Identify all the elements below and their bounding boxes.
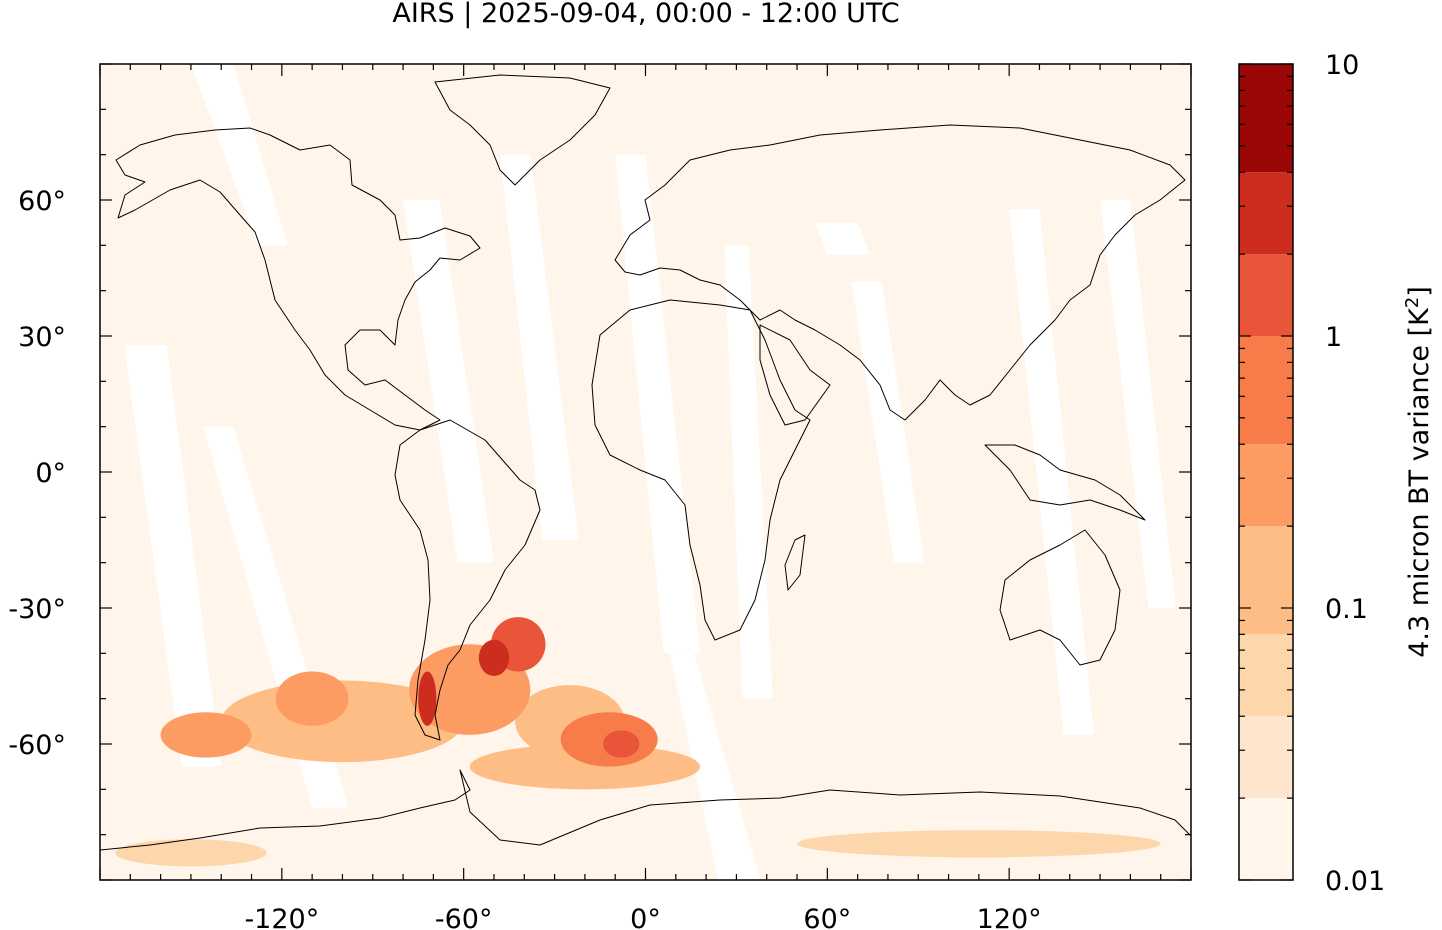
lat-tick-label: -60° xyxy=(8,730,66,761)
longitude-tick-labels: -120° -60° 0° 60° 120° xyxy=(244,904,1041,930)
variance-blob-11 xyxy=(418,671,437,726)
coastline-madagascar xyxy=(784,534,806,591)
colorbar-tick-label: 0.01 xyxy=(1325,866,1385,897)
colorbar-bin-8 xyxy=(1239,64,1293,173)
coastlines xyxy=(100,74,1191,851)
colorbar-label-superscript: 2 xyxy=(1402,297,1423,308)
coastline-south-america xyxy=(394,419,541,741)
swath-gap-1 xyxy=(124,345,222,767)
swath-gap-7 xyxy=(669,653,761,880)
colorbar-bin-2 xyxy=(1239,634,1293,717)
lat-tick-label: 30° xyxy=(18,322,66,353)
swath-gap-9 xyxy=(851,281,925,563)
colorbar: 10 1 0.1 0.01 4.3 micron BT variance [K2] xyxy=(1238,50,1436,897)
swath-gap-5 xyxy=(615,154,701,654)
swath-gap-6 xyxy=(724,245,773,699)
variance-blob-0 xyxy=(797,830,1161,858)
lon-tick-label: 60° xyxy=(803,904,851,930)
coastline-eurasia xyxy=(614,124,1186,421)
swath-gap-10 xyxy=(1009,209,1095,735)
lat-tick-label: -30° xyxy=(8,594,66,625)
map-ticks xyxy=(99,63,1192,881)
colorbar-bin-3 xyxy=(1239,526,1293,635)
lon-tick-label: 120° xyxy=(977,904,1042,930)
colorbar-tick-label: 10 xyxy=(1325,50,1359,81)
colorbar-bins xyxy=(1239,64,1293,880)
figure-title: AIRS | 2025-09-04, 00:00 - 12:00 UTC xyxy=(392,0,899,29)
colorbar-frame xyxy=(1238,63,1294,881)
colorbar-tick-label: 0.1 xyxy=(1325,594,1368,625)
swath-gap-8 xyxy=(815,222,870,255)
variance-blob-10 xyxy=(603,730,640,758)
colorbar-bin-1 xyxy=(1239,716,1293,799)
variance-blob-12 xyxy=(478,639,510,676)
variance-field xyxy=(115,617,1161,867)
variance-blob-1 xyxy=(115,839,267,867)
swath-gaps xyxy=(124,64,1176,880)
swath-gap-11 xyxy=(1100,200,1176,608)
colorbar-bin-0 xyxy=(1239,798,1293,880)
coastline-greenland xyxy=(434,74,611,186)
colorbar-bin-5 xyxy=(1239,336,1293,445)
colorbar-label: 4.3 micron BT variance [K2] xyxy=(1402,286,1436,658)
colorbar-bin-6 xyxy=(1239,254,1293,336)
colorbar-bin-7 xyxy=(1239,172,1293,255)
lon-tick-label: -60° xyxy=(435,904,493,930)
lon-tick-label: 0° xyxy=(630,904,661,930)
lat-tick-label: 0° xyxy=(35,458,66,489)
coastline-indonesia xyxy=(984,444,1146,521)
swath-gap-4 xyxy=(500,154,579,540)
swath-gap-3 xyxy=(403,200,494,563)
latitude-tick-labels: 60° 30° 0° -30° -60° xyxy=(8,186,66,761)
coastline-africa xyxy=(591,299,811,641)
colorbar-ticks xyxy=(1239,63,1293,881)
lat-tick-label: 60° xyxy=(18,186,66,217)
variance-blob-7 xyxy=(275,671,349,726)
lon-tick-label: -120° xyxy=(244,904,319,930)
coastline-australia xyxy=(999,529,1121,666)
colorbar-tick-labels: 10 1 0.1 0.01 xyxy=(1325,50,1385,897)
coastline-antarctica xyxy=(100,769,1191,851)
coastline-north-america xyxy=(115,127,481,431)
coastline-arabia xyxy=(759,324,831,426)
colorbar-bin-4 xyxy=(1239,444,1293,527)
colorbar-tick-label: 1 xyxy=(1325,322,1342,353)
variance-blob-6 xyxy=(160,712,252,758)
map-panel: 60° 30° 0° -30° -60° -120° -60° 0° 60° 120° xyxy=(8,63,1192,930)
swath-gap-0 xyxy=(190,64,288,246)
